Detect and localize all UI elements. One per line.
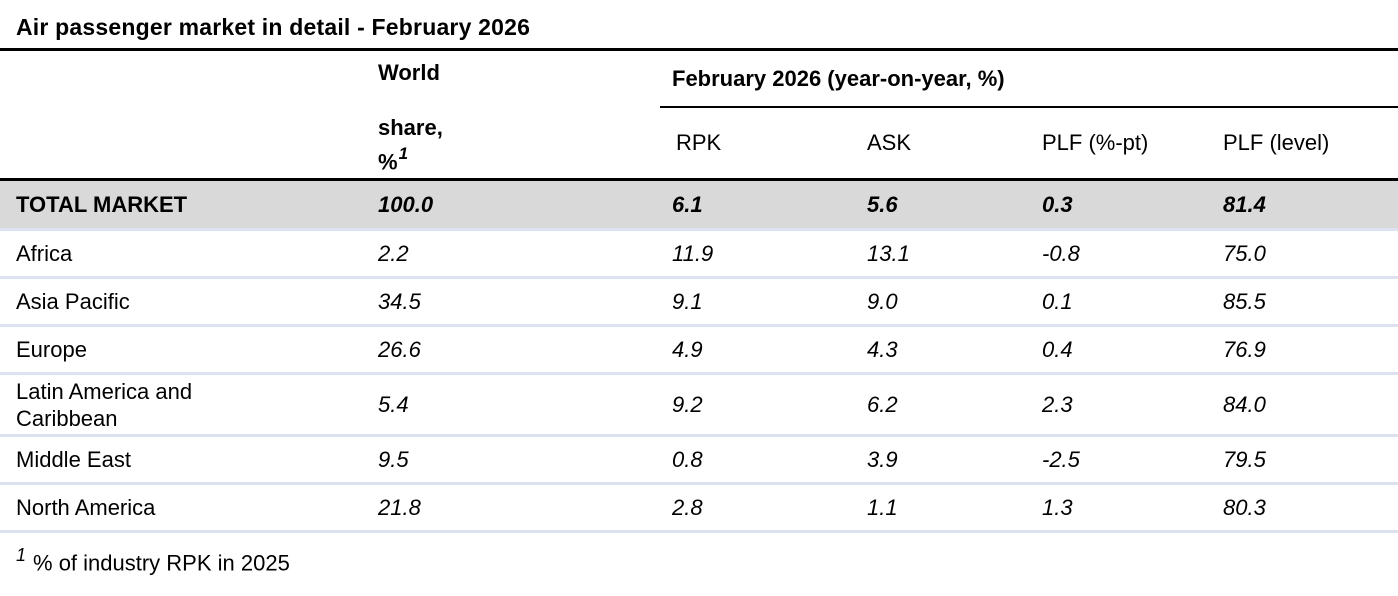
rpk-cell: 4.9 bbox=[672, 336, 703, 362]
plf-pt-cell: 2.3 bbox=[1042, 391, 1073, 417]
ask-cell: 1.1 bbox=[867, 494, 898, 520]
footnote-reference: 1 bbox=[398, 144, 409, 163]
plf-level-cell: 85.5 bbox=[1223, 288, 1266, 314]
table-row-middle-east: Middle East 9.5 0.8 3.9 -2.5 79.5 bbox=[0, 436, 1398, 484]
plf-pt-cell: -2.5 bbox=[1042, 446, 1080, 472]
world-share-cell: 2.2 bbox=[378, 240, 409, 266]
ask-cell: 9.0 bbox=[867, 288, 898, 314]
table-footnote: 1 % of industry RPK in 2025 bbox=[0, 533, 1398, 576]
world-share-line2: share, bbox=[378, 115, 443, 140]
column-header-ask: ASK bbox=[855, 107, 1030, 181]
region-column-header-empty bbox=[0, 51, 366, 181]
world-share-line1: World bbox=[378, 60, 440, 85]
plf-pt-cell: 0.4 bbox=[1042, 336, 1073, 362]
column-header-world-share: World share, %1 bbox=[366, 51, 660, 181]
rpk-cell: 9.2 bbox=[672, 391, 703, 417]
world-share-cell: 34.5 bbox=[378, 288, 421, 314]
table-row-africa: Africa 2.2 11.9 13.1 -0.8 75.0 bbox=[0, 230, 1398, 278]
plf-pt-cell: 0.3 bbox=[1042, 191, 1073, 217]
footnote-text: % of industry RPK in 2025 bbox=[33, 550, 290, 576]
region-cell: Latin America and Caribbean bbox=[16, 378, 193, 431]
footnote-marker: 1 bbox=[16, 545, 27, 565]
ask-cell: 5.6 bbox=[867, 191, 898, 217]
header-group-row: World share, %1 February 2026 (year-on-y… bbox=[0, 51, 1398, 181]
plf-level-cell: 80.3 bbox=[1223, 494, 1266, 520]
region-cell: Middle East bbox=[16, 447, 131, 472]
region-cell: Africa bbox=[16, 241, 73, 266]
table-row-europe: Europe 26.6 4.9 4.3 0.4 76.9 bbox=[0, 326, 1398, 374]
world-share-cell: 9.5 bbox=[378, 446, 409, 472]
page-title: Air passenger market in detail - Februar… bbox=[0, 0, 1398, 51]
world-share-cell: 26.6 bbox=[378, 336, 421, 362]
ask-cell: 4.3 bbox=[867, 336, 898, 362]
plf-level-cell: 75.0 bbox=[1223, 240, 1266, 266]
header-sub-row: RPK ASK PLF (%-pt) PLF (level) bbox=[0, 107, 1398, 181]
plf-pt-cell: 1.3 bbox=[1042, 494, 1073, 520]
table-row-asia-pacific: Asia Pacific 34.5 9.1 9.0 0.1 85.5 bbox=[0, 278, 1398, 326]
plf-pt-cell: 0.1 bbox=[1042, 288, 1073, 314]
ask-cell: 6.2 bbox=[867, 391, 898, 417]
rpk-cell: 9.1 bbox=[672, 288, 703, 314]
plf-level-cell: 79.5 bbox=[1223, 446, 1266, 472]
rpk-cell: 11.9 bbox=[672, 240, 714, 266]
world-share-cell: 100.0 bbox=[378, 191, 434, 217]
world-share-cell: 5.4 bbox=[378, 391, 409, 417]
table-row-latin-america-caribbean: Latin America and Caribbean 5.4 9.2 6.2 … bbox=[0, 374, 1398, 436]
ask-cell: 13.1 bbox=[867, 240, 910, 266]
plf-pt-cell: -0.8 bbox=[1042, 240, 1080, 266]
column-group-header: February 2026 (year-on-year, %) bbox=[660, 51, 1398, 108]
table-row-total-market: TOTAL MARKET 100.0 6.1 5.6 0.3 81.4 bbox=[0, 179, 1398, 230]
plf-level-cell: 76.9 bbox=[1223, 336, 1266, 362]
region-cell: TOTAL MARKET bbox=[16, 191, 188, 217]
rpk-cell: 0.8 bbox=[672, 446, 703, 472]
rpk-cell: 2.8 bbox=[672, 494, 703, 520]
plf-level-cell: 84.0 bbox=[1223, 391, 1266, 417]
column-header-rpk: RPK bbox=[660, 107, 855, 181]
column-header-plf-pt: PLF (%-pt) bbox=[1030, 107, 1211, 181]
plf-level-cell: 81.4 bbox=[1223, 191, 1266, 217]
table-row-north-america: North America 21.8 2.8 1.1 1.3 80.3 bbox=[0, 484, 1398, 532]
column-header-plf-level: PLF (level) bbox=[1211, 107, 1398, 181]
world-share-cell: 21.8 bbox=[378, 494, 421, 520]
report-page: Air passenger market in detail - Februar… bbox=[0, 0, 1398, 576]
world-share-line3: %1 bbox=[378, 144, 409, 175]
passenger-market-table: World share, %1 February 2026 (year-on-y… bbox=[0, 51, 1398, 533]
region-cell: Asia Pacific bbox=[16, 289, 130, 314]
region-cell: Europe bbox=[16, 337, 87, 362]
rpk-cell: 6.1 bbox=[672, 191, 703, 217]
ask-cell: 3.9 bbox=[867, 446, 898, 472]
region-cell: North America bbox=[16, 495, 156, 520]
